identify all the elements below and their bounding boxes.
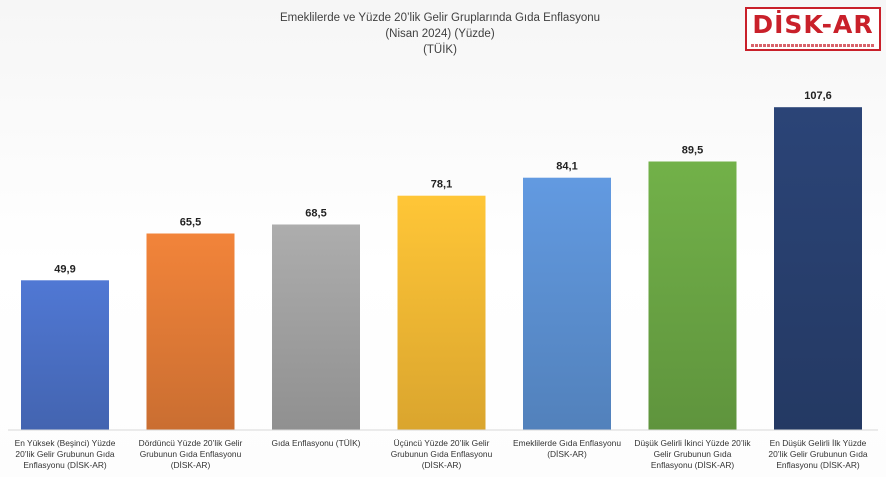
bar-5: [523, 177, 611, 430]
bar-7: [774, 107, 862, 430]
category-label-2: Dördüncü Yüzde 20’lik Gelir Grubunun Gıd…: [138, 438, 243, 470]
category-label-1: En Yüksek (Beşinci) Yüzde 20’lik Gelir G…: [14, 438, 116, 470]
bar-2: [146, 233, 235, 430]
value-label-5: 84,1: [556, 161, 577, 173]
category-label-7: En Düşük Gelirli İlk Yüzde 20’lik Gelir …: [768, 438, 868, 470]
chart-title-line-3: (TÜİK): [423, 44, 457, 56]
value-label-1: 49,9: [54, 263, 75, 275]
category-label-4: Üçüncü Yüzde 20’lik Gelir Grubunun Gıda …: [390, 438, 493, 470]
bar-1: [21, 280, 109, 430]
bar-6: [648, 161, 737, 430]
category-label-6: Düşük Gelirli İkinci Yüzde 20’lik Gelir …: [634, 438, 751, 470]
category-label-5: Emeklilerde Gıda Enflasyonu (DİSK-AR): [513, 438, 621, 459]
chart-title-line-2: (Nisan 2024) (Yüzde): [385, 28, 495, 40]
value-label-4: 78,1: [431, 179, 452, 191]
bar-group: [21, 107, 862, 430]
value-label-6: 89,5: [682, 145, 703, 157]
logo-text: DİSK-AR: [752, 10, 874, 39]
chart-title-line-1: Emeklilerde ve Yüzde 20’lik Gelir Grupla…: [279, 12, 601, 24]
value-label-7: 107,6: [804, 90, 832, 102]
chart-title: Emeklilerde ve Yüzde 20’lik Gelir Grupla…: [230, 10, 650, 58]
disk-ar-logo: DİSK-AR: [745, 7, 881, 51]
category-label-3: Gıda Enflasyonu (TÜİK): [271, 438, 361, 448]
logo-tagline-strip: [751, 44, 875, 47]
value-label-group: 49,9 65,5 68,5 78,1 84,1 89,5 107,6: [54, 90, 831, 275]
bar-4: [397, 195, 486, 430]
bar-3: [272, 224, 360, 430]
value-label-3: 68,5: [305, 208, 326, 220]
value-label-2: 65,5: [180, 217, 201, 229]
